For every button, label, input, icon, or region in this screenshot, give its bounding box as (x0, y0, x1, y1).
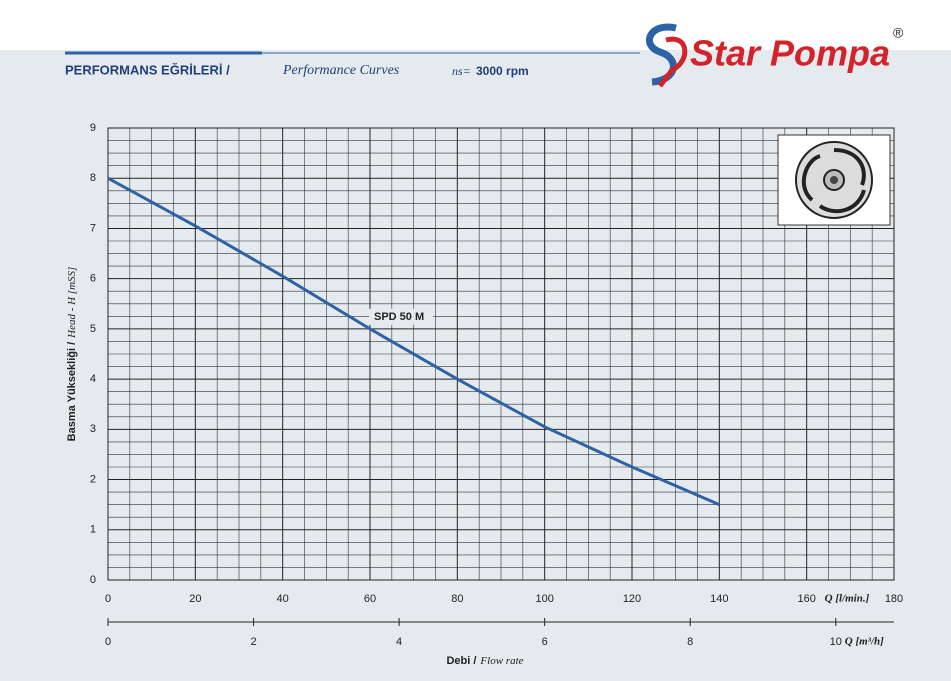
y-axis-title: Basma Yüksekliği / Head - H [mSS] (66, 267, 78, 442)
series-line (107, 176, 720, 507)
x-tick-label: 120 (623, 593, 641, 605)
x-axis-title: Debi / Flow rate (446, 655, 523, 667)
header-title: PERFORMANS EĞRİLERİ / (65, 62, 230, 77)
impeller-inset (777, 134, 891, 226)
x2-tick-label: 4 (396, 636, 402, 648)
y-tick-label: 1 (90, 524, 96, 536)
y-tick-label: 9 (90, 122, 96, 134)
x-tick-label: 80 (451, 593, 463, 605)
logo-icon (645, 23, 688, 88)
series-label: SPD 50 M (374, 311, 424, 323)
y-tick-label: 0 (90, 574, 96, 586)
x-tick-label: 20 (189, 593, 201, 605)
y-tick-label: 2 (90, 473, 96, 485)
x2-tick-label: 8 (687, 636, 693, 648)
registered-mark: ® (893, 25, 904, 41)
y-tick-label: 5 (90, 323, 96, 335)
speed: 3000 rpm (476, 64, 529, 78)
x2-tick-label: 0 (105, 636, 111, 648)
y-label-en: Head - H [mSS] (66, 267, 78, 339)
y-label: Basma Yüksekliği / (66, 342, 78, 441)
x-tick-label: 60 (364, 593, 376, 605)
y-tick-label: 8 (90, 172, 96, 184)
series-label-bg (369, 308, 433, 325)
x-tick-label: 0 (105, 593, 111, 605)
x2-tick-label: 2 (250, 636, 256, 648)
y-tick-label: 3 (90, 423, 96, 435)
y-tick-label: 4 (90, 373, 96, 385)
x2-unit: Q [m³/h] (845, 636, 884, 648)
x-tick-label: 40 (277, 593, 289, 605)
x-tick-label: 160 (797, 593, 815, 605)
top-band (0, 0, 951, 50)
y-tick-label: 6 (90, 273, 96, 285)
header-subtitle: Performance Curves (282, 63, 400, 78)
x-label-en: Flow rate (479, 655, 523, 667)
x-tick-label: 140 (710, 593, 728, 605)
x2-tick-label: 6 (542, 636, 548, 648)
y-tick-label: 7 (90, 222, 96, 234)
brand: Star Pompa (690, 33, 890, 74)
speed-symbol: ns= (452, 64, 471, 78)
x2-tick-label: 10 (830, 636, 842, 648)
x-unit: Q [l/min.] (825, 593, 870, 605)
x-label: Debi / (446, 655, 476, 667)
x-tick-label: 100 (535, 593, 553, 605)
x-tick-label: 180 (885, 593, 903, 605)
